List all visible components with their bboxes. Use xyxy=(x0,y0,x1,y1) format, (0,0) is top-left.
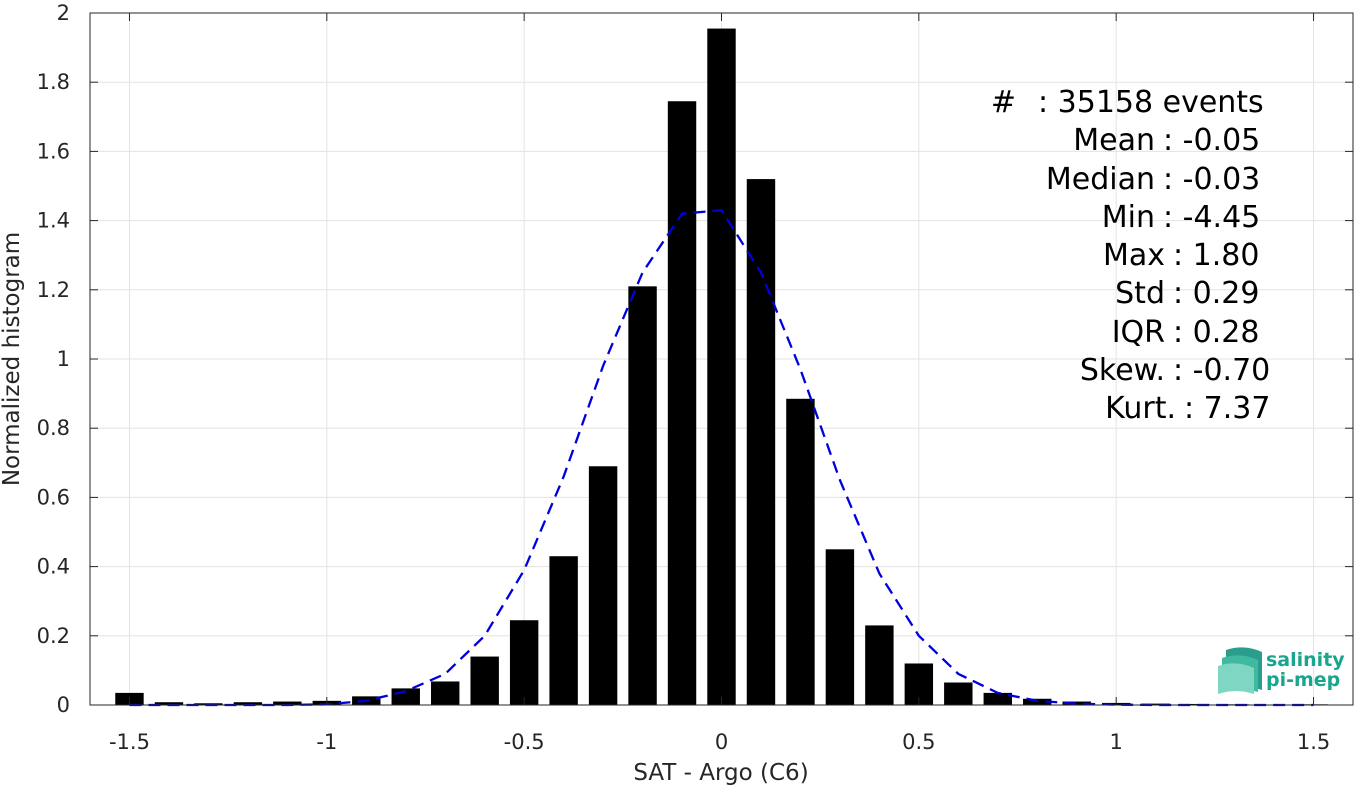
stat-skew-value: : -0.70 xyxy=(1173,353,1270,388)
histogram-bars xyxy=(115,28,1328,706)
y-tick-label: 1.2 xyxy=(37,278,70,302)
y-tick-label: 1.6 xyxy=(37,139,70,163)
y-tick-label: 0.6 xyxy=(37,485,70,509)
y-tick-label: 2 xyxy=(57,1,70,25)
y-tick-label: 1.4 xyxy=(37,209,70,233)
x-tick-label: -1.5 xyxy=(109,730,150,754)
logo-line1: salinity xyxy=(1266,649,1345,671)
stat-std-value: : 0.29 xyxy=(1173,276,1259,311)
x-tick-label: -1 xyxy=(316,730,337,754)
axis-ticks xyxy=(90,12,1353,706)
stat-max-value: : 1.80 xyxy=(1173,238,1259,273)
histogram-bar xyxy=(509,620,539,705)
x-tick-label: 0.5 xyxy=(902,730,935,754)
stat-std-label: Std xyxy=(1115,276,1165,311)
logo-line2: pi-mep xyxy=(1266,669,1340,691)
histogram-bar xyxy=(1180,703,1210,705)
histogram-bar xyxy=(549,556,578,705)
stat-skew-label: Skew. xyxy=(1080,353,1165,388)
histogram-bar xyxy=(983,692,1012,705)
stat-median-value: : -0.03 xyxy=(1163,162,1260,197)
histogram-bar xyxy=(431,681,460,705)
histogram-bar xyxy=(588,466,618,705)
x-tick-labels: -1.5 -1 -0.5 0 0.5 1 1.5 xyxy=(109,730,1330,754)
x-axis-label: SAT - Argo (C6) xyxy=(633,760,808,786)
y-tick-label: 1 xyxy=(57,347,70,371)
y-tick-label: 0.4 xyxy=(37,555,70,579)
stat-max-label: Max xyxy=(1103,238,1165,273)
stat-min-label: Min xyxy=(1102,200,1155,235)
x-tick-label: 0 xyxy=(715,730,728,754)
stat-kurt-value: : 7.37 xyxy=(1184,391,1270,426)
histogram-bar xyxy=(865,625,894,705)
y-axis-label: Normalized histogram xyxy=(0,232,25,486)
y-tick-labels: 0 0.2 0.4 0.6 0.8 1 1.2 1.4 1.6 1.8 2 xyxy=(37,1,70,717)
stat-count-value: : 35158 events xyxy=(1038,85,1264,120)
stat-mean-label: Mean xyxy=(1073,123,1155,158)
histogram-bar xyxy=(825,549,855,705)
histogram-bar xyxy=(944,682,973,705)
stat-count-label: # xyxy=(991,85,1016,120)
histogram-bar xyxy=(273,701,302,705)
stat-iqr-label: IQR xyxy=(1112,315,1165,350)
histogram-bar xyxy=(1062,701,1091,705)
histogram-bar xyxy=(786,398,815,705)
wave-logo-icon xyxy=(1218,647,1262,694)
histogram-bar xyxy=(707,28,736,705)
x-tick-label: -0.5 xyxy=(504,730,545,754)
histogram-bar xyxy=(154,702,184,705)
y-tick-label: 0.8 xyxy=(37,416,70,440)
x-tick-label: 1 xyxy=(1110,730,1123,754)
x-tick-label: 1.5 xyxy=(1297,730,1330,754)
stats-box: # : 35158 events Mean : -0.05 Median : -… xyxy=(991,85,1271,426)
histogram-bar xyxy=(667,101,697,706)
y-tick-label: 0.2 xyxy=(37,624,70,648)
stat-iqr-value: : 0.28 xyxy=(1173,315,1259,350)
stat-kurt-label: Kurt. xyxy=(1105,391,1176,426)
histogram-bar xyxy=(628,286,657,705)
histogram-bar xyxy=(233,702,263,705)
histogram-bar xyxy=(470,656,499,705)
histogram-bar xyxy=(746,179,776,705)
stat-mean-value: : -0.05 xyxy=(1163,123,1260,158)
salinity-pi-mep-logo: salinity pi-mep xyxy=(1218,647,1345,694)
stat-median-label: Median xyxy=(1046,162,1155,197)
y-tick-label: 1.8 xyxy=(37,70,70,94)
histogram-bar xyxy=(1141,703,1170,705)
y-tick-label: 0 xyxy=(57,693,70,717)
stat-min-value: : -4.45 xyxy=(1163,200,1260,235)
